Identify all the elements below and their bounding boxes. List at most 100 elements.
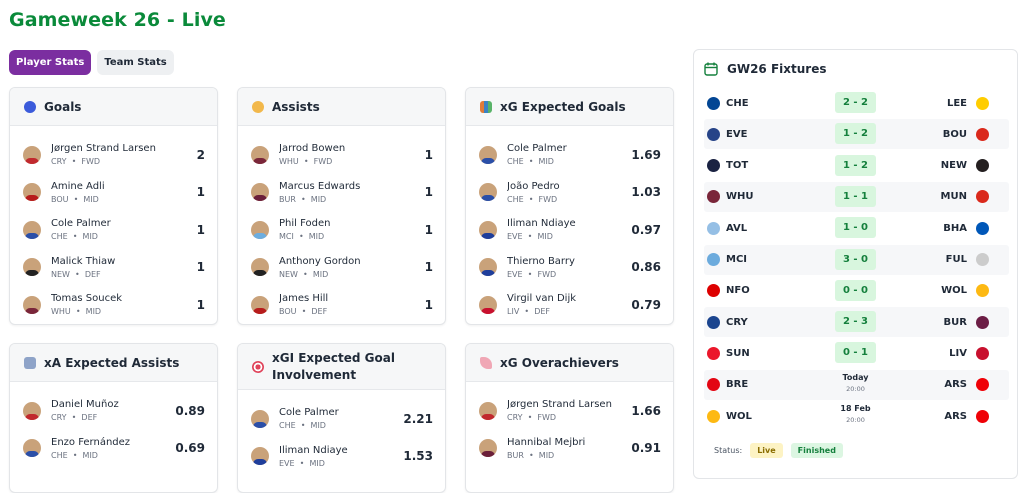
score-badge: 0 - 0 — [835, 279, 876, 301]
fixture-row[interactable]: AVL 1 - 0 BHA — [704, 213, 1009, 243]
player-meta: EVE • MID — [507, 232, 553, 242]
player-row[interactable]: Jarrod Bowen WHU • FWD 1 — [238, 136, 445, 174]
tab-player-stats[interactable]: Player Stats — [9, 50, 92, 75]
player-row[interactable]: Iliman Ndiaye EVE • MID 0.97 — [466, 211, 673, 249]
player-row[interactable]: Marcus Edwards BUR • MID 1 — [238, 174, 445, 212]
player-avatar — [23, 145, 41, 164]
fixture-row[interactable]: TOT 1 - 2 NEW — [704, 151, 1009, 181]
away-crest-icon — [976, 159, 989, 173]
player-name: Phil Foden — [279, 218, 331, 230]
fixture-row[interactable]: SUN 0 - 1 LIV — [704, 338, 1009, 368]
handshake-icon — [252, 100, 264, 113]
stat-value: 1 — [424, 222, 433, 237]
home-team: WOL — [726, 410, 752, 422]
player-team: BOU — [51, 194, 69, 204]
stat-value: 2 — [196, 147, 205, 162]
player-row[interactable]: João Pedro CHE • FWD 1.03 — [466, 174, 673, 212]
stat-value: 1 — [196, 297, 205, 312]
player-info: Thierno Barry EVE • FWD — [507, 256, 631, 279]
home-team: BRE — [726, 379, 749, 391]
player-position: MID — [82, 450, 98, 460]
stat-value: 1.66 — [631, 403, 661, 418]
kickoff-info: Today 20:00 — [835, 373, 876, 393]
card-header: xG Expected Goals — [466, 88, 673, 126]
fixture-row[interactable]: NFO 0 - 0 WOL — [704, 276, 1009, 306]
player-row[interactable]: James Hill BOU • DEF 1 — [238, 286, 445, 324]
player-avatar — [251, 447, 269, 466]
player-position: FWD — [537, 269, 557, 279]
player-row[interactable]: Tomas Soucek WHU • MID 1 — [10, 286, 217, 324]
home-crest-icon — [707, 96, 720, 110]
player-row[interactable]: Thierno Barry EVE • FWD 0.86 — [466, 249, 673, 287]
fixture-row[interactable]: BRE Today 20:00 ARS — [704, 369, 1009, 400]
fixtures-header: GW26 Fixtures — [694, 50, 1017, 88]
player-avatar — [479, 258, 497, 277]
player-row[interactable]: Amine Adli BOU • MID 1 — [10, 174, 217, 212]
player-team: CHE — [279, 421, 296, 431]
fixture-row[interactable]: WHU 1 - 1 MUN — [704, 181, 1009, 212]
card-header: Goals — [10, 88, 217, 126]
away-team: FUL — [945, 254, 967, 265]
card-title: xG Overachievers — [500, 355, 619, 370]
player-position: MID — [308, 232, 325, 242]
fixture-row[interactable]: CRY 2 - 3 BUR — [704, 307, 1009, 338]
player-name: Iliman Ndiaye — [507, 218, 576, 230]
player-row[interactable]: Malick Thiaw NEW • DEF 1 — [10, 249, 217, 287]
player-info: João Pedro CHE • FWD — [507, 181, 631, 204]
player-row[interactable]: Anthony Gordon NEW • MID 1 — [238, 249, 445, 287]
player-row[interactable]: Daniel Muñoz CRY • DEF 0.89 — [10, 392, 217, 430]
kickoff-time: 20:00 — [846, 416, 865, 424]
home-crest-icon — [707, 253, 720, 266]
player-row[interactable]: Jørgen Strand Larsen CRY • FWD 2 — [10, 136, 217, 174]
fixture-row[interactable]: EVE 1 - 2 BOU — [704, 119, 1009, 150]
player-team: BUR — [279, 194, 296, 204]
player-team: BUR — [507, 450, 524, 460]
stat-value: 1 — [424, 260, 433, 275]
away-crest-icon — [976, 253, 989, 266]
player-info: Daniel Muñoz CRY • DEF — [51, 399, 175, 422]
player-row[interactable]: Phil Foden MCI • MID 1 — [238, 211, 445, 249]
player-row[interactable]: Cole Palmer CHE • MID 1.69 — [466, 136, 673, 174]
player-meta: NEW • MID — [279, 269, 329, 279]
player-row[interactable]: Jørgen Strand Larsen CRY • FWD 1.66 — [466, 392, 673, 430]
player-avatar — [251, 409, 269, 428]
kickoff-date: Today — [842, 372, 869, 382]
card-title: Assists — [272, 99, 320, 114]
player-name: João Pedro — [507, 180, 560, 192]
player-position: MID — [309, 458, 325, 468]
away-team: LEE — [946, 97, 967, 109]
player-meta: CRY • FWD — [51, 157, 101, 167]
away-crest-icon — [976, 346, 989, 360]
fixture-row[interactable]: MCI 3 - 0 FUL — [704, 244, 1009, 275]
player-info: Amine Adli BOU • MID — [51, 181, 197, 204]
player-team: CRY — [507, 413, 523, 423]
player-row[interactable]: Iliman Ndiaye EVE • MID 1.53 — [238, 438, 445, 476]
overachievers-card: xG Overachievers Jørgen Strand Larsen CRY… — [465, 343, 674, 493]
away-crest-icon — [976, 190, 989, 204]
player-row[interactable]: Cole Palmer CHE • MID 1 — [10, 211, 217, 249]
player-avatar — [23, 295, 41, 314]
player-team: CHE — [507, 194, 524, 204]
card-header: xA Expected Assists — [10, 344, 217, 382]
player-team: EVE — [279, 458, 295, 468]
player-name: Amine Adli — [51, 180, 105, 192]
player-team: CHE — [51, 450, 68, 460]
player-row[interactable]: Hannibal Mejbri BUR • MID 0.91 — [466, 430, 673, 468]
player-row[interactable]: Virgil van Dijk LIV • DEF 0.79 — [466, 286, 673, 324]
away-team: MUN — [940, 191, 967, 203]
player-meta: WHU • MID — [51, 307, 102, 317]
player-info: Hannibal Mejbri BUR • MID — [507, 437, 631, 460]
tab-team-stats[interactable]: Team Stats — [97, 50, 174, 75]
player-info: Phil Foden MCI • MID — [279, 218, 425, 241]
finished-badge: Finished — [790, 443, 843, 458]
player-info: Jørgen Strand Larsen CRY • FWD — [51, 143, 197, 166]
fixture-row[interactable]: WOL 18 Feb 20:00 ARS — [704, 401, 1009, 431]
fixture-row[interactable]: CHE 2 - 2 LEE — [704, 88, 1009, 118]
player-meta: EVE • MID — [279, 458, 325, 468]
away-side: BUR — [944, 307, 989, 337]
player-row[interactable]: Cole Palmer CHE • MID 2.21 — [238, 400, 445, 438]
player-avatar — [479, 401, 497, 420]
player-info: Cole Palmer CHE • MID — [279, 407, 403, 430]
player-avatar — [251, 258, 269, 277]
player-row[interactable]: Enzo Fernández CHE • MID 0.69 — [10, 430, 217, 468]
